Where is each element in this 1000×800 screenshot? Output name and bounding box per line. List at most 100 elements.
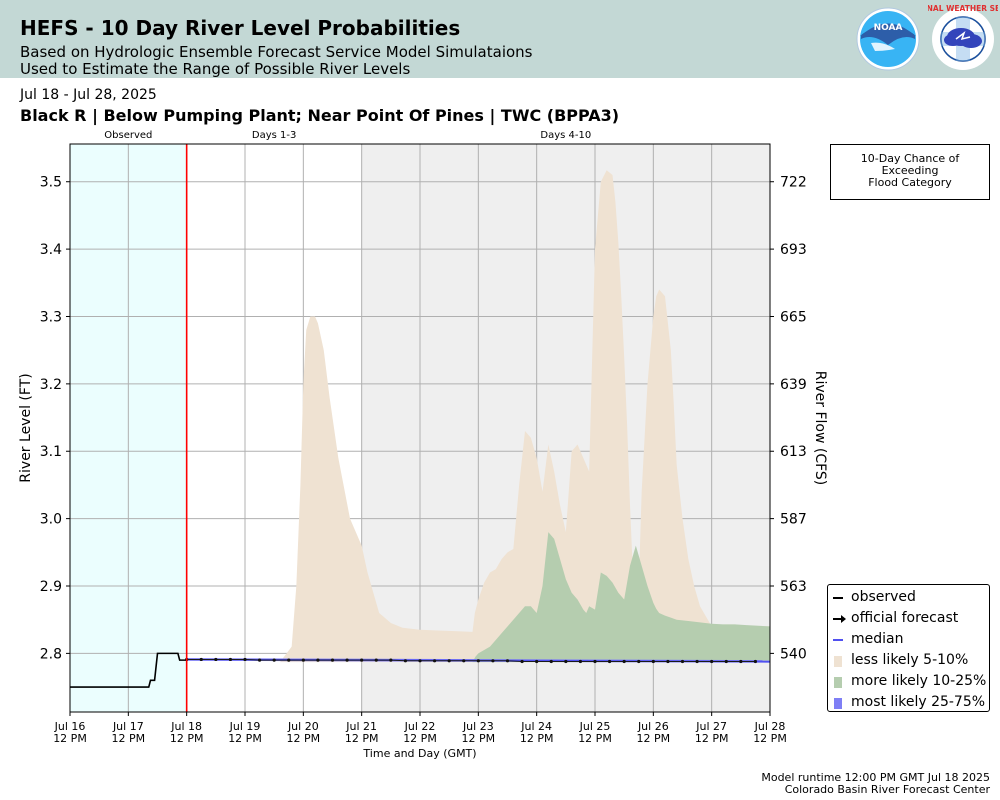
right-tick-label-6: 693 <box>780 242 807 258</box>
x-tick-label-5: Jul 21 <box>345 720 377 733</box>
legend-item: official forecast <box>828 609 991 629</box>
official-forecast-line <box>186 658 756 662</box>
forecast-center: Colorado Basin River Forecast Center <box>784 783 990 796</box>
x-tick-sublabel-10: 12 PM <box>637 732 671 745</box>
official-forecast-point <box>418 659 422 663</box>
right-tick-label-5: 665 <box>780 309 807 325</box>
official-forecast-point <box>593 659 597 664</box>
right-tick-label-0: 540 <box>780 646 807 662</box>
official-forecast-point <box>316 658 320 662</box>
right-tick-label-3: 613 <box>780 444 807 460</box>
date-range: Jul 18 - Jul 28, 2025 <box>20 87 157 103</box>
official-forecast-point <box>199 657 203 662</box>
model-runtime: Model runtime 12:00 PM GMT Jul 18 2025 <box>761 771 990 784</box>
page-title: HEFS - 10 Day River Level Probabilities <box>20 16 461 40</box>
official-forecast-point <box>462 659 466 663</box>
x-tick-label-8: Jul 24 <box>520 720 552 733</box>
legend-label: less likely 5-10% <box>851 652 969 668</box>
x-tick-sublabel-3: 12 PM <box>228 732 262 745</box>
official-forecast-point <box>287 658 291 662</box>
official-forecast-point <box>637 659 641 664</box>
legend-line <box>833 639 843 641</box>
legend-item: most likely 25-75% <box>828 693 991 713</box>
chart-legend: observed official forecast median less like… <box>827 584 990 712</box>
official-forecast-point <box>243 657 247 662</box>
official-forecast-point <box>272 658 276 662</box>
x-tick-label-10: Jul 26 <box>637 720 669 733</box>
legend-line <box>833 597 843 599</box>
legend-swatch <box>834 656 842 667</box>
y-tick-label-2: 3.0 <box>40 512 62 528</box>
legend-item: observed <box>828 588 991 608</box>
official-forecast-point <box>622 659 626 664</box>
official-forecast-point <box>476 659 480 663</box>
y-tick-label-6: 3.4 <box>40 242 62 258</box>
legend-label: median <box>851 631 904 647</box>
official-forecast-point <box>257 658 262 662</box>
more-likely-area <box>472 532 770 663</box>
legend-label: observed <box>851 589 916 605</box>
official-forecast-point <box>578 659 583 664</box>
official-forecast-point <box>535 659 539 664</box>
x-axis-label: Time and Day (GMT) <box>362 747 476 760</box>
y-tick-label-7: 3.5 <box>40 175 62 191</box>
observed-line <box>70 652 187 688</box>
header-banner: HEFS - 10 Day River Level Probabilities … <box>0 0 1000 78</box>
official-forecast-point <box>564 659 568 664</box>
right-tick-label-7: 722 <box>780 175 807 191</box>
x-tick-label-4: Jul 20 <box>287 720 319 733</box>
period-background-2 <box>361 144 770 712</box>
official-forecast-point <box>214 657 218 662</box>
official-forecast-point <box>724 659 728 664</box>
x-tick-sublabel-8: 12 PM <box>520 732 554 745</box>
legend-swatch <box>834 677 842 688</box>
official-forecast-point <box>491 659 495 663</box>
x-tick-label-6: Jul 22 <box>404 720 436 733</box>
right-tick-label-4: 639 <box>780 377 807 393</box>
x-tick-sublabel-9: 12 PM <box>578 732 612 745</box>
y-axis-label: River Level (FT) <box>18 373 34 482</box>
y-tick-label-1: 2.9 <box>40 579 62 595</box>
median-line <box>186 658 771 663</box>
arrow-head-icon <box>841 615 846 623</box>
x-tick-label-3: Jul 19 <box>229 720 261 733</box>
official-forecast-point <box>549 659 553 664</box>
official-forecast-point <box>520 659 524 664</box>
page-subtitle-1: Based on Hydrologic Ensemble Forecast Se… <box>20 43 533 61</box>
x-tick-label-11: Jul 27 <box>695 720 727 733</box>
official-forecast-point <box>739 659 743 664</box>
official-forecast-point <box>695 659 699 664</box>
plot-frame <box>69 143 771 713</box>
legend-label: most likely 25-75% <box>851 694 986 710</box>
y-tick-label-0: 2.8 <box>40 646 62 662</box>
x-tick-label-12: Jul 28 <box>754 720 786 733</box>
x-tick-sublabel-6: 12 PM <box>403 732 437 745</box>
x-tick-sublabel-7: 12 PM <box>462 732 496 745</box>
official-forecast-point <box>753 659 758 664</box>
period-label-2: Days 4-10 <box>540 130 591 141</box>
legend-swatch <box>834 698 842 709</box>
official-forecast-point <box>360 658 364 662</box>
x-tick-sublabel-12: 12 PM <box>753 732 787 745</box>
right-tick-label-1: 563 <box>780 579 807 595</box>
y-tick-label-4: 3.2 <box>40 377 62 393</box>
flood-box-line1: 10-Day Chance of <box>860 152 960 165</box>
official-forecast-point <box>228 657 233 662</box>
x-tick-sublabel-4: 12 PM <box>287 732 321 745</box>
less-likely-area <box>186 170 770 663</box>
x-tick-sublabel-0: 12 PM <box>53 732 87 745</box>
official-forecast-point <box>505 659 510 663</box>
right-tick-label-2: 587 <box>780 512 807 528</box>
official-forecast-point <box>330 658 335 662</box>
official-forecast-point <box>345 658 349 662</box>
x-tick-label-9: Jul 25 <box>579 720 611 733</box>
official-forecast-point <box>374 658 378 662</box>
official-forecast-point <box>447 659 451 663</box>
official-forecast-point <box>389 658 393 662</box>
x-tick-sublabel-1: 12 PM <box>112 732 146 745</box>
legend-label: more likely 10-25% <box>851 673 987 689</box>
official-forecast-point <box>432 659 437 663</box>
flood-box-line3: Flood Category <box>868 176 952 189</box>
nws-logo-text: NATIONAL WEATHER SERVICE <box>928 4 998 13</box>
official-forecast-point <box>651 659 655 664</box>
